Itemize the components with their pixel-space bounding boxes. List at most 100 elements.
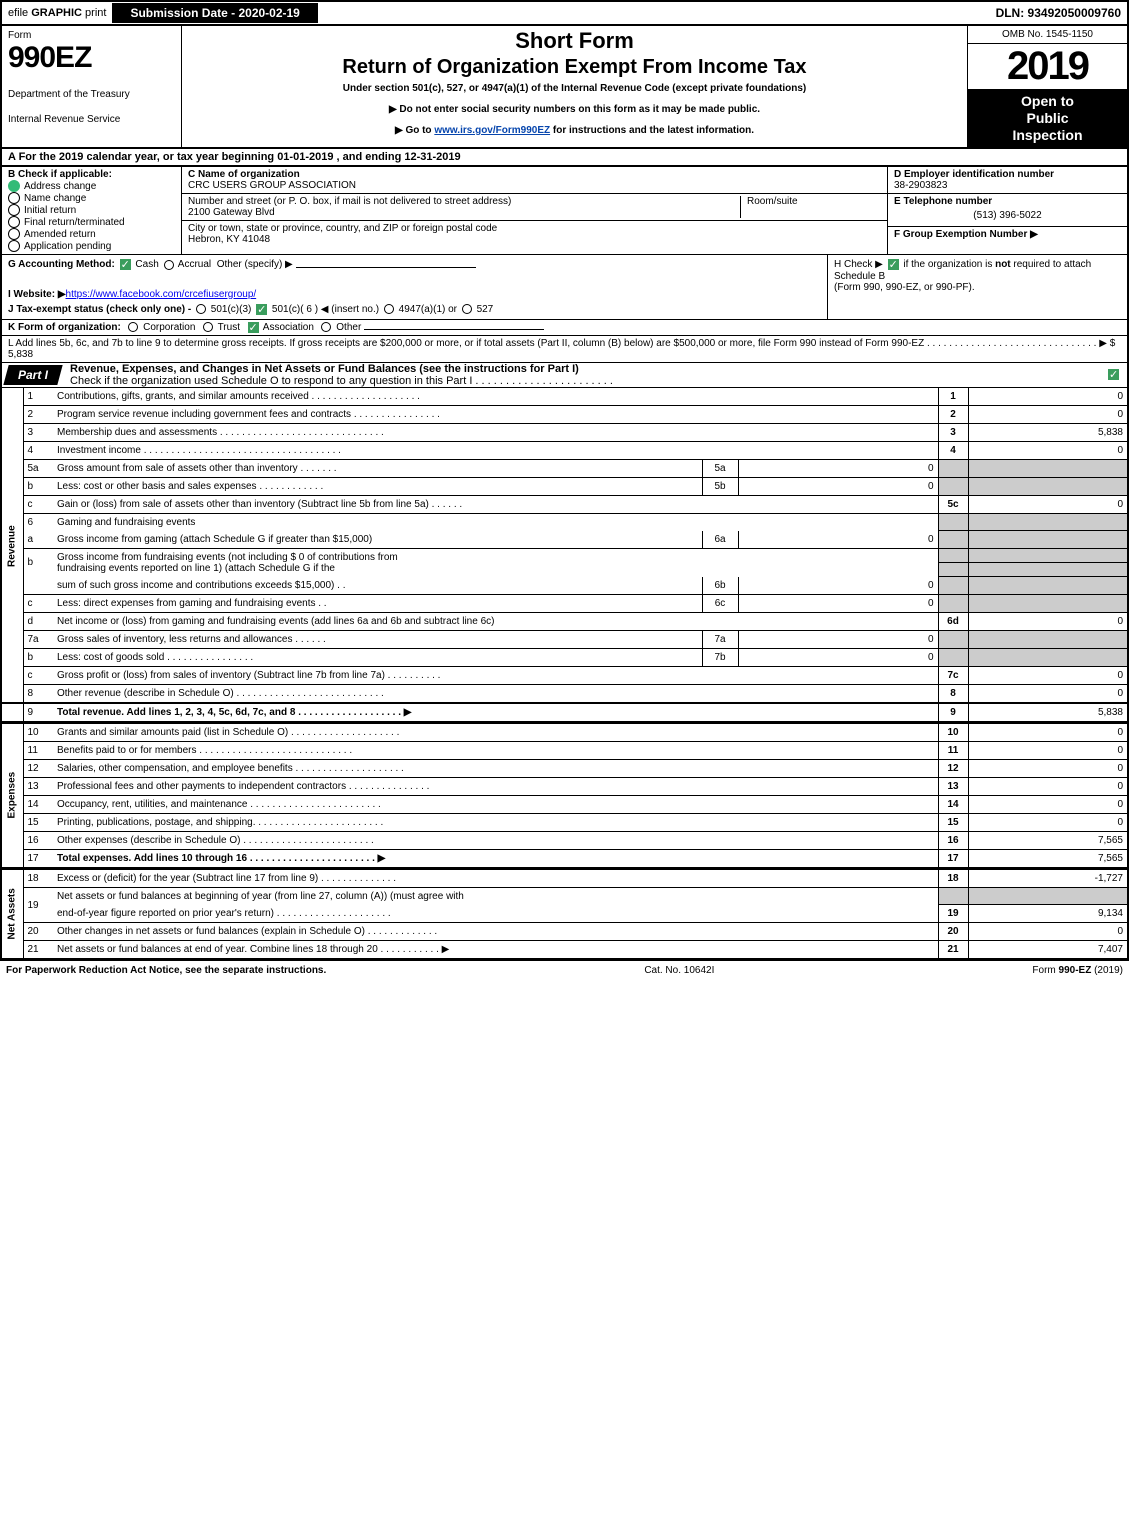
line-num: 9 bbox=[23, 703, 53, 722]
box-h: H Check ▶ if the organization is not req… bbox=[827, 255, 1127, 318]
grey-cell bbox=[968, 459, 1128, 477]
assoc-label: Association bbox=[263, 322, 314, 333]
chk-501c3[interactable] bbox=[196, 304, 206, 314]
line-num: 12 bbox=[23, 759, 53, 777]
line-val: 0 bbox=[968, 923, 1128, 941]
line-box: 8 bbox=[938, 684, 968, 703]
box-b-header: B Check if applicable: bbox=[8, 169, 175, 180]
chk-other-org[interactable] bbox=[321, 322, 331, 332]
row-l: L Add lines 5b, 6c, and 7b to line 9 to … bbox=[0, 336, 1129, 363]
netassets-sidelabel: Net Assets bbox=[1, 869, 23, 960]
table-row: c Gain or (loss) from sale of assets oth… bbox=[1, 495, 1128, 513]
grey-cell bbox=[968, 531, 1128, 549]
line-num: 17 bbox=[23, 849, 53, 867]
chk-address-change[interactable]: Address change bbox=[8, 180, 175, 192]
chk-accrual[interactable] bbox=[164, 260, 174, 270]
501c3-label: 501(c)(3) bbox=[211, 304, 252, 315]
line-num: 14 bbox=[23, 795, 53, 813]
line-num: c bbox=[23, 594, 53, 612]
line-box: 6d bbox=[938, 612, 968, 630]
grey-cell bbox=[968, 563, 1128, 577]
website-label: I Website: ▶ bbox=[8, 289, 66, 300]
chk-cash[interactable] bbox=[120, 259, 131, 270]
4947-label: 4947(a)(1) or bbox=[399, 304, 457, 315]
addr-cell: Number and street (or P. O. box, if mail… bbox=[182, 194, 887, 221]
footer-right-bold: 990-EZ bbox=[1059, 965, 1092, 976]
chk-final-return[interactable]: Final return/terminated bbox=[8, 216, 175, 228]
other-specify-input[interactable] bbox=[296, 267, 476, 268]
table-row: 2 Program service revenue including gove… bbox=[1, 405, 1128, 423]
chk-h[interactable] bbox=[888, 259, 899, 270]
line-num-blank bbox=[23, 577, 53, 595]
other-org-label: Other bbox=[336, 322, 361, 333]
grey-cell bbox=[968, 548, 1128, 562]
line-val: 0 bbox=[968, 441, 1128, 459]
line-val: 9,134 bbox=[968, 905, 1128, 923]
line-val: 0 bbox=[968, 684, 1128, 703]
line-num: 6 bbox=[23, 513, 53, 531]
cash-label: Cash bbox=[135, 260, 158, 271]
chk-amended-return[interactable]: Amended return bbox=[8, 228, 175, 240]
chk-corporation[interactable] bbox=[128, 322, 138, 332]
grey-cell bbox=[938, 630, 968, 648]
line-num: 5a bbox=[23, 459, 53, 477]
line-num: c bbox=[23, 666, 53, 684]
line-val: 0 bbox=[968, 612, 1128, 630]
accounting-method-row: G Accounting Method: Cash Accrual Other … bbox=[8, 259, 821, 270]
table-row: end-of-year figure reported on prior yea… bbox=[1, 905, 1128, 923]
open1: Open to bbox=[1021, 93, 1074, 109]
tax-exempt-row: J Tax-exempt status (check only one) - 5… bbox=[8, 304, 821, 315]
table-row: Net Assets 18 Excess or (deficit) for th… bbox=[1, 869, 1128, 888]
other-org-input[interactable] bbox=[364, 329, 544, 330]
line-num: d bbox=[23, 612, 53, 630]
chk-501c[interactable] bbox=[256, 304, 267, 315]
line-box: 5c bbox=[938, 495, 968, 513]
chk-application-pending[interactable]: Application pending bbox=[8, 240, 175, 252]
grey-cell bbox=[938, 531, 968, 549]
k-label: K Form of organization: bbox=[8, 322, 121, 333]
line-desc: Less: direct expenses from gaming and fu… bbox=[53, 594, 702, 612]
irs-link[interactable]: www.irs.gov/Form990EZ bbox=[434, 125, 550, 136]
chk-initial-return[interactable]: Initial return bbox=[8, 204, 175, 216]
line-val: 7,565 bbox=[968, 831, 1128, 849]
org-name-label: C Name of organization bbox=[188, 169, 300, 180]
table-row: b Less: cost or other basis and sales ex… bbox=[1, 477, 1128, 495]
line-val: 0 bbox=[968, 777, 1128, 795]
table-row: Revenue 1 Contributions, gifts, grants, … bbox=[1, 388, 1128, 406]
addr-block: Number and street (or P. O. box, if mail… bbox=[188, 196, 741, 218]
h-not: not bbox=[995, 260, 1011, 271]
line-desc: Other revenue (describe in Schedule O) .… bbox=[53, 684, 938, 703]
table-row: 13 Professional fees and other payments … bbox=[1, 777, 1128, 795]
box-g: G Accounting Method: Cash Accrual Other … bbox=[2, 255, 827, 318]
line-desc: Other changes in net assets or fund bala… bbox=[53, 923, 938, 941]
line-num: b bbox=[23, 477, 53, 495]
submission-date-badge: Submission Date - 2020-02-19 bbox=[112, 3, 317, 23]
chk-association[interactable] bbox=[248, 322, 259, 333]
ein-cell: D Employer identification number 38-2903… bbox=[888, 167, 1127, 193]
line-num: 7a bbox=[23, 630, 53, 648]
title-short-form: Short Form bbox=[190, 28, 959, 54]
chk-4947[interactable] bbox=[384, 304, 394, 314]
room-label: Room/suite bbox=[741, 196, 881, 218]
website-link[interactable]: https://www.facebook.com/crcefiusergroup… bbox=[66, 289, 257, 300]
netassets-table: Net Assets 18 Excess or (deficit) for th… bbox=[0, 868, 1129, 961]
subline-box: 6c bbox=[702, 594, 738, 612]
header-note2: ▶ Go to www.irs.gov/Form990EZ for instru… bbox=[190, 125, 959, 136]
chk-trust[interactable] bbox=[203, 322, 213, 332]
chk-schedule-o-part-i[interactable] bbox=[1108, 369, 1119, 380]
phone-cell: E Telephone number (513) 396-5022 bbox=[888, 193, 1127, 226]
phone-label: E Telephone number bbox=[894, 196, 992, 207]
line-box: 4 bbox=[938, 441, 968, 459]
subline-box: 5b bbox=[702, 477, 738, 495]
chk-527[interactable] bbox=[462, 304, 472, 314]
table-row: a Gross income from gaming (attach Sched… bbox=[1, 531, 1128, 549]
line-box: 2 bbox=[938, 405, 968, 423]
part-i-subtitle: Check if the organization used Schedule … bbox=[70, 375, 613, 387]
box-b: B Check if applicable: Address change Na… bbox=[2, 167, 182, 254]
header-left: Form 990EZ Department of the Treasury In… bbox=[2, 26, 182, 147]
dept-treasury: Department of the Treasury bbox=[8, 89, 175, 100]
line-desc: Membership dues and assessments . . . . … bbox=[53, 423, 938, 441]
line-desc: Gross income from gaming (attach Schedul… bbox=[53, 531, 702, 549]
grey-cell bbox=[968, 630, 1128, 648]
chk-name-change[interactable]: Name change bbox=[8, 192, 175, 204]
